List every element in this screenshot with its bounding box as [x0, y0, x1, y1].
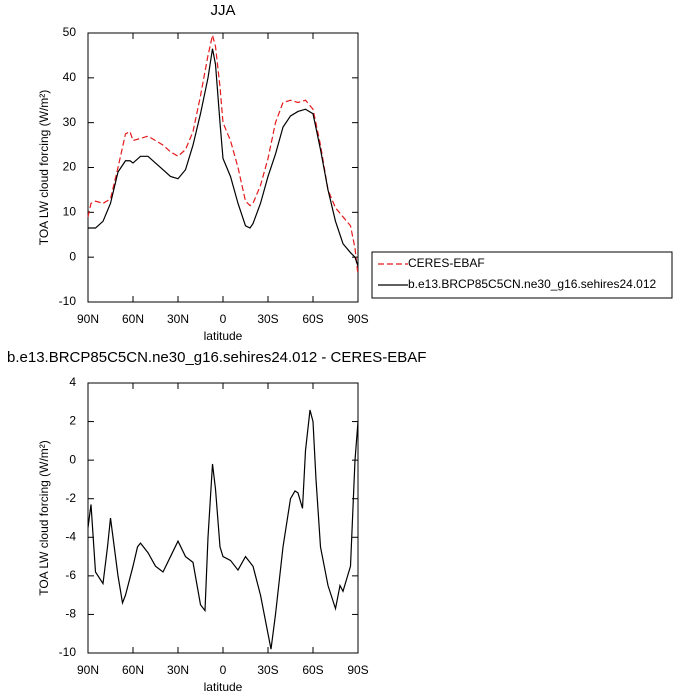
y-tick-label: 10	[63, 205, 77, 219]
y-tick-label: -4	[65, 529, 76, 543]
data-line	[88, 48, 359, 267]
legend-label: CERES-EBAF	[408, 256, 485, 270]
y-tick-label: 2	[69, 414, 76, 428]
y-tick-label: 50	[63, 25, 77, 39]
y-tick-label: 4	[69, 375, 76, 389]
data-line	[87, 409, 359, 650]
y-tick-label: -2	[65, 491, 76, 505]
y-axis-label: TOA LW cloud forcing (W/m²)	[37, 90, 51, 246]
y-tick-label: -8	[65, 607, 76, 621]
chart-title: b.e13.BRCP85C5CN.ne30_g16.sehires24.012 …	[7, 349, 426, 366]
y-tick-label: -6	[65, 568, 76, 582]
y-tick-label: -10	[59, 294, 77, 308]
y-tick-label: 20	[63, 160, 77, 174]
x-tick-label: 0	[220, 312, 227, 326]
x-tick-label: 0	[220, 663, 227, 677]
x-axis-label: latitude	[204, 329, 243, 343]
x-tick-label: 90N	[77, 312, 99, 326]
x-axis-label: latitude	[204, 680, 243, 694]
x-tick-label: 90S	[347, 312, 368, 326]
y-tick-label: 0	[69, 249, 76, 263]
x-tick-label: 90N	[77, 663, 99, 677]
data-line	[87, 35, 359, 276]
y-tick-label: 40	[63, 70, 77, 84]
plot-frame	[87, 382, 359, 654]
plot-frame	[87, 32, 359, 303]
y-tick-label: 30	[63, 115, 77, 129]
y-tick-label: 0	[69, 452, 76, 466]
x-tick-label: 30S	[257, 663, 278, 677]
x-tick-label: 60N	[122, 663, 144, 677]
chart-title: JJA	[210, 2, 235, 19]
x-tick-label: 30S	[257, 312, 278, 326]
x-tick-label: 90S	[347, 663, 368, 677]
y-tick-label: -10	[59, 645, 77, 659]
x-tick-label: 30N	[167, 663, 189, 677]
legend-label: b.e13.BRCP85C5CN.ne30_g16.sehires24.012	[408, 277, 656, 291]
x-tick-label: 60S	[302, 663, 323, 677]
x-tick-label: 30N	[167, 312, 189, 326]
y-axis-label: TOA LW cloud forcing (W/m²)	[37, 440, 51, 596]
x-tick-label: 60N	[122, 312, 144, 326]
x-tick-label: 60S	[302, 312, 323, 326]
legend-box	[371, 251, 673, 299]
